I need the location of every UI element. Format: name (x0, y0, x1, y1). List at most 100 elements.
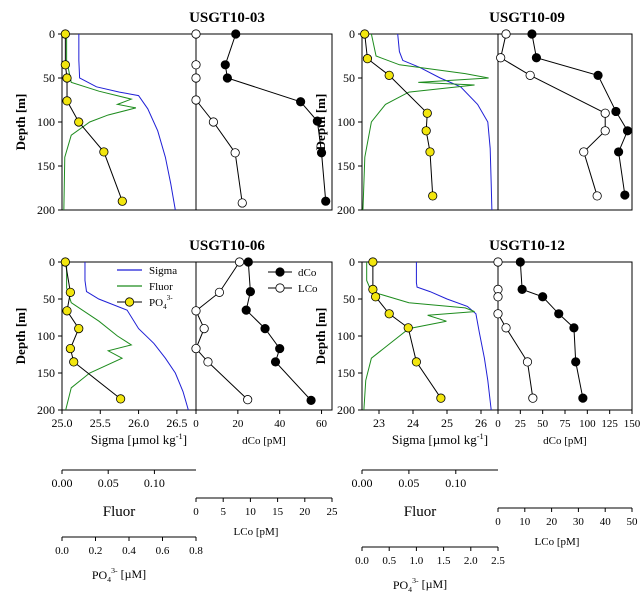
depth-tick-label: 200 (337, 403, 355, 417)
sigma-tick-label: 25.0 (52, 416, 73, 430)
depth-tick-label: 150 (337, 366, 355, 380)
dco-point (306, 395, 316, 405)
dco-tick-label: 150 (624, 418, 640, 430)
lco-axis-label: LCo [pM] (234, 526, 279, 538)
po4-tick-label: 1.5 (437, 555, 451, 567)
dco-point (517, 284, 527, 294)
lco-tick-label: 20 (546, 516, 558, 528)
panel-title: USGT10-09 (489, 10, 565, 26)
sigma-axis-label: Sigma [µmol kg-1] (392, 431, 488, 447)
lco-point (525, 70, 535, 80)
fluor-tick-label: 0.05 (98, 476, 119, 490)
fluor-tick-label: 0.00 (52, 476, 73, 490)
fluor-axis-label: Fluor (404, 504, 437, 520)
sigma-line (415, 262, 492, 411)
lco-point (496, 53, 506, 63)
dco-point (538, 292, 548, 302)
dco-point (527, 29, 537, 39)
po4-tick-label: 0.4 (122, 545, 136, 557)
legend-dco-label: dCo (298, 267, 317, 279)
dco-tick-label: 0 (193, 418, 199, 430)
sigma-tick-label: 24 (407, 416, 419, 430)
lco-tick-label: 10 (519, 516, 531, 528)
po4-tick-label: 1.0 (410, 555, 424, 567)
po4-point (99, 147, 109, 157)
depth-tick-label: 0 (349, 27, 355, 41)
dco-point (260, 323, 270, 334)
dco-point (613, 147, 624, 157)
sigma-line (78, 34, 176, 211)
depth-tick-label: 50 (343, 71, 355, 85)
dco-point (611, 106, 621, 117)
dco-point (241, 305, 251, 315)
left-subplot-frame (61, 261, 197, 411)
dco-point (622, 126, 633, 136)
lco-point (501, 323, 511, 333)
po4-line (64, 34, 123, 202)
po4-point (384, 70, 394, 80)
lco-tick-label: 25 (327, 506, 339, 518)
lco-point (191, 29, 201, 39)
legend-po4-label: PO43- (149, 294, 173, 311)
dco-point (316, 148, 327, 158)
lco-point (493, 309, 503, 319)
lco-tick-label: 5 (220, 506, 226, 518)
dco-tick-label: 0 (495, 418, 501, 430)
sigma-tick-label: 26.0 (128, 416, 149, 430)
po4-tick-label: 2.0 (464, 555, 478, 567)
po4-tick-label: 2.5 (491, 555, 505, 567)
right-subplot-frame (497, 261, 633, 411)
depth-tick-label: 200 (337, 203, 355, 217)
dco-point (593, 70, 603, 80)
dco-point (220, 60, 230, 70)
po4-point (116, 394, 126, 404)
depth-tick-label: 0 (49, 27, 55, 41)
depth-axis-label: Depth [m] (13, 94, 28, 151)
dco-point (515, 257, 525, 267)
depth-axis-label: Depth [m] (313, 94, 328, 151)
po4-point (370, 292, 381, 302)
sigma-tick-label: 26 (475, 416, 487, 430)
depth-tick-label: 150 (337, 159, 355, 173)
dco-point (578, 393, 588, 403)
sigma-tick-label: 25 (441, 416, 453, 430)
lco-axis-label: LCo [pM] (535, 536, 580, 548)
po4-tick-label: 0.5 (382, 555, 396, 567)
po4-tick-label: 0.2 (89, 545, 103, 557)
lco-tick-label: 30 (573, 516, 585, 528)
lco-tick-label: 0 (193, 506, 199, 518)
po4-point (368, 257, 378, 267)
fluor-tick-label: 0.00 (352, 476, 373, 490)
legend-fluor-label: Fluor (149, 281, 173, 293)
depth-tick-label: 50 (43, 292, 55, 306)
po4-tick-label: 0.8 (189, 545, 203, 557)
dco-tick-label: 50 (537, 418, 549, 430)
lco-point (199, 323, 209, 334)
dco-tick-label: 20 (232, 418, 244, 430)
fluor-line (362, 33, 489, 211)
lco-point (592, 191, 602, 201)
po4-tick-label: 0.6 (156, 545, 170, 557)
depth-tick-label: 150 (37, 159, 55, 173)
dco-point (620, 190, 630, 200)
left-subplot-frame (361, 261, 499, 411)
lco-point (208, 117, 219, 127)
sigma-line (84, 262, 189, 411)
po4-point (403, 323, 413, 333)
lco-point (528, 393, 538, 403)
lco-tick-label: 0 (495, 516, 501, 528)
po4-point (60, 257, 70, 267)
po4-tick-label: 0.0 (55, 545, 69, 557)
lco-point (214, 287, 224, 297)
lco-tick-label: 50 (627, 516, 639, 528)
fluor-tick-label: 0.10 (445, 476, 466, 490)
depth-tick-label: 150 (37, 366, 55, 380)
right-subplot-frame (195, 33, 333, 211)
legend-lco-label: LCo (298, 283, 318, 295)
lco-point (600, 108, 610, 118)
po4-point (411, 357, 421, 367)
lco-point (234, 257, 245, 267)
po4-point (74, 323, 84, 334)
lco-point (237, 198, 247, 208)
dco-axis-label: dCo [pM] (242, 435, 286, 447)
